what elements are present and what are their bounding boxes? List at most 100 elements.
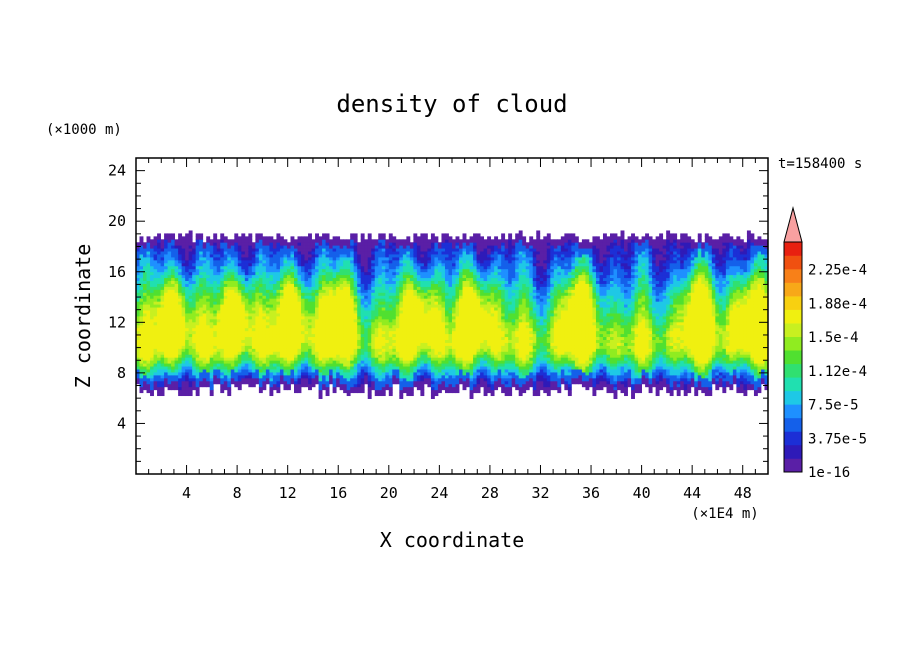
density-cell	[308, 363, 312, 367]
density-cell	[167, 265, 172, 270]
density-cell	[178, 386, 183, 391]
density-cell	[416, 363, 421, 367]
density-cell	[248, 289, 253, 293]
density-cell	[388, 277, 393, 282]
density-cell	[297, 310, 302, 314]
density-cell	[385, 327, 390, 332]
density-cell	[423, 277, 428, 282]
density-cell	[265, 372, 270, 376]
density-cell	[237, 366, 242, 370]
density-cell	[381, 245, 386, 249]
density-cell	[381, 289, 386, 293]
density-cell	[430, 292, 435, 296]
density-cell	[399, 274, 404, 279]
density-cell	[374, 286, 379, 290]
density-cell	[353, 339, 358, 343]
density-cell	[416, 324, 421, 329]
density-cell	[157, 380, 161, 385]
density-cell	[227, 280, 232, 284]
density-cell	[248, 377, 253, 382]
density-cell	[402, 363, 407, 367]
density-cell	[350, 274, 355, 279]
density-cell	[251, 372, 256, 376]
density-cell	[143, 339, 147, 343]
density-cell	[276, 239, 281, 243]
density-cell	[423, 251, 428, 255]
density-cell	[241, 298, 246, 302]
density-cell	[265, 354, 270, 358]
density-cell	[381, 363, 386, 367]
density-cell	[174, 330, 179, 335]
density-cell	[139, 298, 144, 302]
density-cell	[199, 339, 204, 343]
density-cell	[371, 301, 376, 305]
density-cell	[381, 262, 386, 267]
density-cell	[322, 298, 326, 302]
density-cell	[406, 360, 411, 364]
density-cell	[262, 304, 267, 308]
density-cell	[188, 318, 193, 323]
density-cell	[318, 389, 323, 394]
density-cell	[143, 342, 147, 346]
density-cell	[459, 242, 463, 246]
density-cell	[304, 268, 309, 273]
density-cell	[181, 360, 186, 364]
density-cell	[276, 372, 281, 376]
density-cell	[322, 342, 326, 346]
density-cell	[178, 351, 183, 355]
density-cell	[350, 313, 355, 317]
density-cell	[322, 295, 326, 299]
density-cell	[143, 292, 147, 296]
density-cell	[406, 262, 411, 267]
density-cell	[223, 348, 228, 352]
density-cell	[195, 372, 200, 376]
density-cell	[150, 304, 154, 308]
density-cell	[188, 342, 193, 346]
density-cell	[325, 248, 330, 252]
density-cell	[357, 360, 362, 364]
density-cell	[272, 271, 277, 276]
density-cell	[237, 280, 242, 284]
density-cell	[469, 295, 474, 299]
density-cell	[315, 257, 319, 261]
density-cell	[469, 324, 474, 329]
density-cell	[262, 333, 267, 338]
density-cell	[269, 248, 274, 252]
density-cell	[294, 274, 298, 279]
density-cell	[283, 245, 288, 249]
density-cell	[248, 354, 253, 358]
density-cell	[441, 307, 446, 311]
density-cell	[395, 257, 400, 261]
density-cell	[181, 333, 186, 338]
density-cell	[272, 351, 277, 355]
density-cell	[237, 342, 242, 346]
density-cell	[167, 295, 172, 299]
density-cell	[188, 262, 193, 267]
density-cell	[466, 257, 470, 261]
density-cell	[329, 380, 334, 385]
density-cell	[199, 259, 204, 264]
density-cell	[385, 377, 390, 382]
density-cell	[364, 280, 369, 284]
density-cell	[153, 239, 158, 243]
density-cell	[199, 236, 204, 240]
density-cell	[216, 292, 221, 296]
density-cell	[150, 324, 154, 329]
density-cell	[409, 339, 414, 343]
density-cell	[420, 321, 425, 326]
density-cell	[258, 372, 263, 376]
density-cell	[381, 354, 386, 358]
density-cell	[143, 357, 147, 361]
density-cell	[157, 274, 161, 279]
density-cell	[258, 265, 263, 270]
density-cell	[374, 313, 379, 317]
density-cell	[364, 324, 369, 329]
density-cell	[459, 268, 463, 273]
density-cell	[455, 271, 460, 276]
density-cell	[157, 257, 161, 261]
density-cell	[223, 298, 228, 302]
density-cell	[402, 380, 407, 385]
density-cell	[174, 318, 179, 323]
density-cell	[413, 316, 418, 320]
density-cell	[381, 345, 386, 349]
